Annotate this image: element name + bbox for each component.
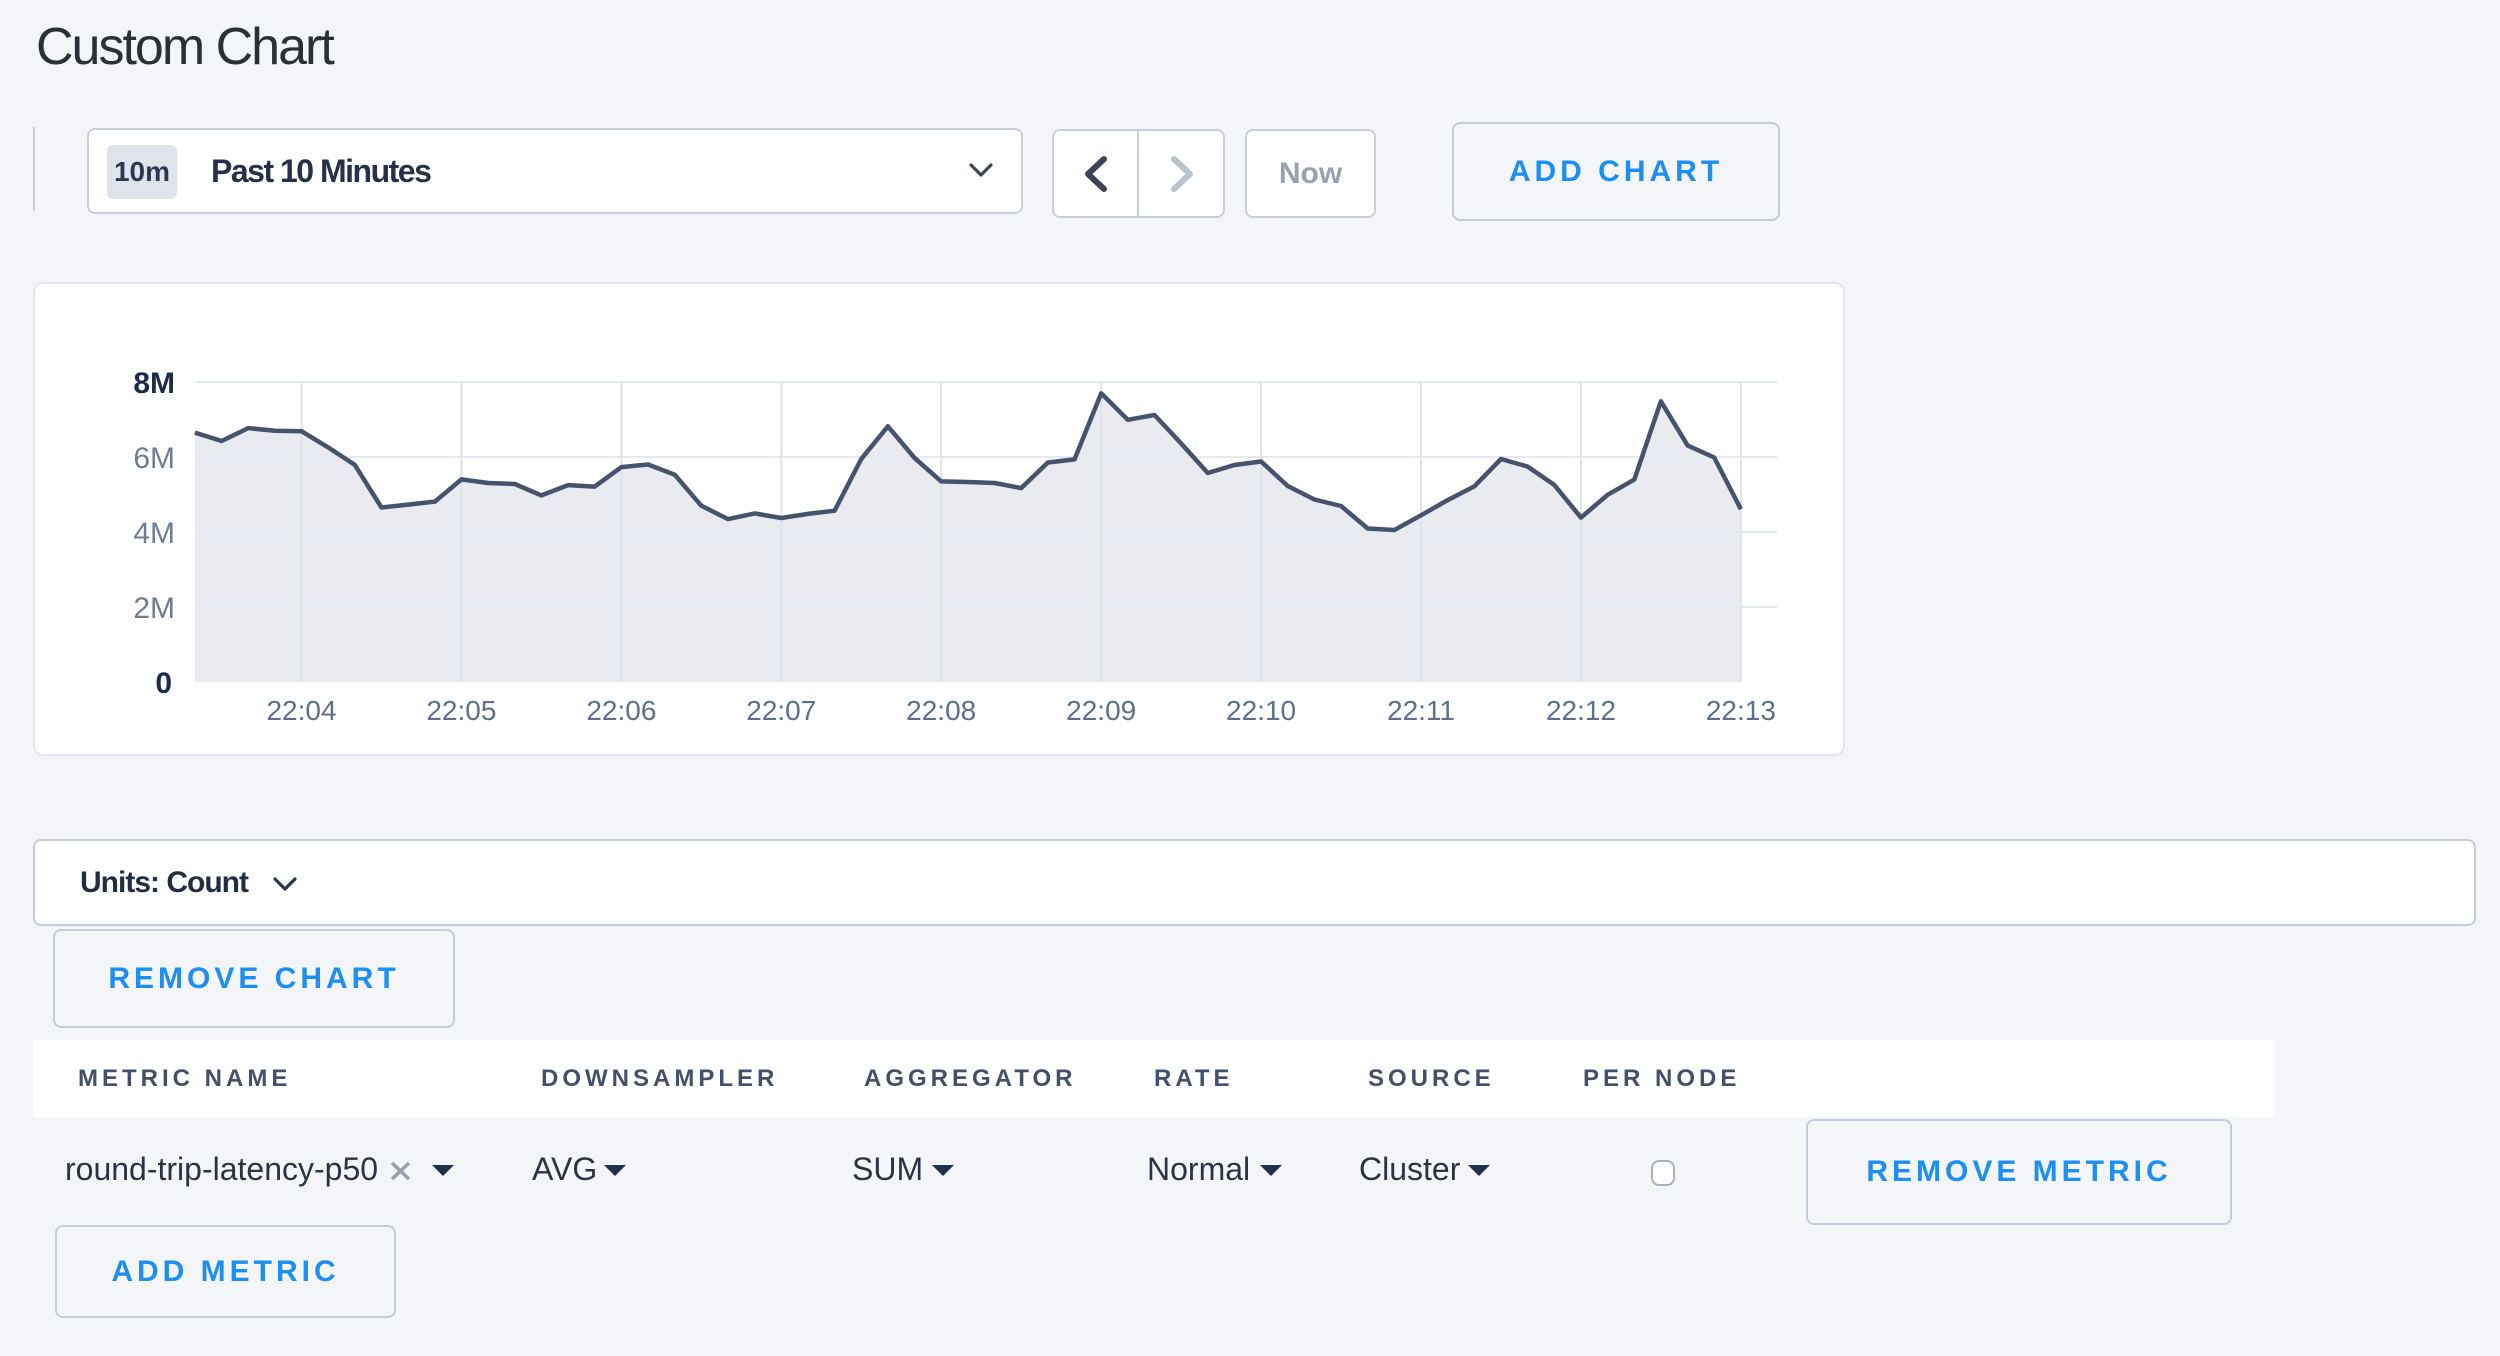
svg-text:22:04: 22:04 [266,695,336,726]
svg-text:22:13: 22:13 [1706,695,1776,726]
svg-text:6M: 6M [133,442,175,475]
svg-text:22:11: 22:11 [1387,695,1455,726]
svg-text:8M: 8M [133,367,175,400]
svg-text:22:07: 22:07 [746,695,816,726]
svg-text:2M: 2M [133,592,175,625]
svg-text:4M: 4M [133,517,175,550]
svg-text:0: 0 [155,667,172,700]
svg-text:22:12: 22:12 [1546,695,1616,726]
svg-text:22:09: 22:09 [1066,695,1136,726]
svg-text:22:06: 22:06 [586,695,656,726]
svg-text:22:05: 22:05 [426,695,496,726]
svg-text:22:08: 22:08 [906,695,976,726]
svg-text:22:10: 22:10 [1226,695,1296,726]
